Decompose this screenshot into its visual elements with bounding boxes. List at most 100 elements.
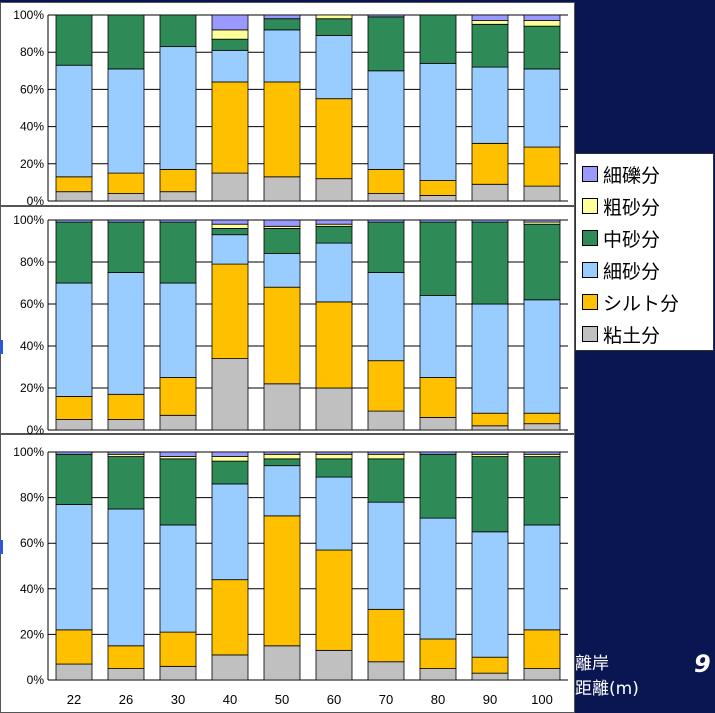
bar-segment	[159, 191, 197, 202]
bar-segment	[211, 579, 249, 656]
legend: 細礫分 粗砂分 中砂分 細砂分 シルト分 粘土分	[575, 153, 714, 351]
legend-item: 粘土分	[582, 318, 709, 350]
bar-segment	[471, 303, 509, 414]
bar-segment	[107, 219, 145, 223]
bar-segment	[55, 219, 93, 223]
x-tick-label: 60	[327, 692, 341, 707]
bar-segment	[471, 451, 509, 455]
bar-segment	[471, 456, 509, 533]
y-tick-label: 60%	[20, 297, 44, 311]
bar-segment	[211, 81, 249, 174]
bar-segment	[211, 460, 249, 485]
bar-segment	[367, 661, 405, 681]
bar-segment	[315, 225, 353, 244]
legend-swatch	[582, 294, 598, 310]
bar-segment	[263, 29, 301, 83]
bar-segment	[107, 451, 145, 455]
bar-segment	[159, 631, 197, 667]
bar-segment	[419, 180, 457, 196]
bar-segment	[107, 221, 145, 273]
x-tick-label: 50	[275, 692, 289, 707]
bar-segment	[211, 654, 249, 681]
legend-swatch	[582, 230, 598, 246]
y-tick-label: 0%	[27, 673, 45, 687]
bar-segment	[367, 451, 405, 455]
legend-label: 中砂分	[603, 228, 661, 251]
bar-segment	[471, 183, 509, 202]
x-tick-label: 26	[119, 692, 133, 707]
bar-segment	[419, 416, 457, 431]
bar-segment	[315, 387, 353, 431]
bar-segment	[419, 377, 457, 418]
x-axis-label-line1: 離岸	[575, 654, 609, 674]
bar-segment	[159, 524, 197, 633]
bar-segment	[107, 668, 145, 681]
bar-segment	[315, 458, 353, 478]
bar-segment	[419, 638, 457, 670]
legend-label: シルト分	[603, 292, 680, 315]
y-tick-label: 60%	[20, 82, 44, 96]
bar-segment	[159, 377, 197, 416]
bar-segment	[367, 16, 405, 72]
bar-segment	[55, 419, 93, 431]
bar-segment	[159, 168, 197, 193]
bar-segment	[159, 665, 197, 681]
bar-segment	[315, 549, 353, 651]
bar-segment	[211, 358, 249, 431]
y-tick-label: 100%	[13, 8, 44, 22]
bar-segment	[107, 419, 145, 431]
bar-segment	[523, 185, 561, 202]
bar-segment	[211, 451, 249, 457]
bar-segment	[523, 524, 561, 631]
bar-segment	[159, 46, 197, 170]
x-tick-label: 30	[171, 692, 185, 707]
bar-segment	[107, 508, 145, 647]
bar-segment	[523, 68, 561, 148]
bar-segment	[419, 62, 457, 181]
bar-segment	[315, 35, 353, 100]
bar-segment	[263, 458, 301, 467]
bar-segment	[107, 172, 145, 194]
y-tick-label: 20%	[20, 157, 44, 171]
bar-segment	[367, 458, 405, 503]
bar-segment	[419, 295, 457, 378]
bar-segment	[471, 425, 509, 431]
legend-label: 細砂分	[603, 260, 661, 283]
bar-segment	[315, 649, 353, 681]
legend-swatch	[582, 166, 598, 182]
bar-segment	[107, 68, 145, 174]
bar-segment	[523, 668, 561, 681]
bar-segment	[523, 456, 561, 526]
bar-segment	[263, 645, 301, 681]
y-tick-label: 80%	[20, 491, 44, 505]
bar-segment	[211, 456, 249, 462]
bar-segment	[315, 453, 353, 460]
bar-segment	[211, 483, 249, 581]
bar-segment	[419, 219, 457, 223]
bar-segment	[315, 14, 353, 20]
bar-segment	[419, 453, 457, 519]
bar-segment	[471, 672, 509, 681]
x-tick-label: 80	[431, 692, 445, 707]
bar-segment	[107, 193, 145, 202]
legend-swatch	[582, 262, 598, 278]
bar-segment	[471, 219, 509, 223]
bar-segment	[367, 221, 405, 273]
bar-segment	[419, 668, 457, 681]
bar-segment	[523, 14, 561, 21]
bar-segment	[159, 451, 197, 457]
bar-segment	[315, 476, 353, 551]
bar-segment	[367, 608, 405, 663]
bar-segment	[471, 656, 509, 674]
bar-segment	[367, 168, 405, 194]
bar-segment	[315, 178, 353, 202]
bar-segment	[471, 23, 509, 68]
bar-segment	[55, 504, 93, 631]
bar-segment	[419, 451, 457, 455]
bar-segment	[315, 451, 353, 455]
bar-segment	[263, 453, 301, 460]
legend-label: 細礫分	[603, 164, 661, 187]
bar-segment	[211, 223, 249, 229]
x-tick-label: 90	[483, 692, 497, 707]
bar-segment	[211, 14, 249, 31]
